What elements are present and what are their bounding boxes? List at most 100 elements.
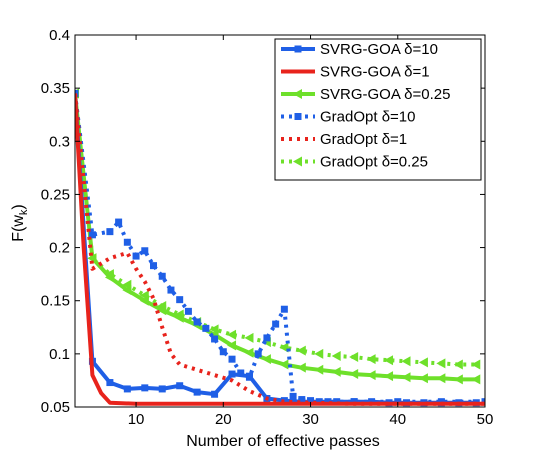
legend-item: GradOpt δ=10 [281, 109, 416, 126]
data-point [289, 392, 297, 400]
legend-label: SVRG-GOA δ=1 [320, 64, 430, 81]
legend-label: SVRG-GOA δ=10 [320, 41, 438, 58]
axis-layer: 10 20 30 40 50 0.05 0.1 0.15 0.2 0.25 0.3 0.35 0.4 [41, 27, 494, 428]
data-point [88, 231, 96, 239]
data-point [350, 398, 358, 406]
data-point [193, 388, 201, 396]
data-point [123, 238, 131, 246]
y-axis-label: F(wk) [10, 204, 30, 241]
legend-marker [294, 45, 302, 53]
data-point [237, 369, 245, 377]
data-point [401, 372, 411, 383]
data-point [184, 307, 192, 315]
data-point [176, 382, 184, 390]
x-tick-label: 10 [128, 411, 145, 428]
data-point [228, 370, 236, 378]
data-point [176, 296, 184, 304]
data-point [401, 356, 411, 367]
legend-item: SVRG-GOA δ=0.25 [281, 86, 451, 103]
data-point [219, 348, 227, 356]
legend-label: GradOpt δ=1 [320, 131, 407, 148]
data-point [314, 364, 324, 375]
data-point [244, 332, 254, 343]
data-point [87, 253, 97, 264]
data-point [471, 374, 481, 385]
data-point [349, 352, 359, 363]
legend-label: GradOpt δ=0.25 [320, 154, 428, 171]
x-tick-label: 20 [215, 411, 232, 428]
legend-item: SVRG-GOA δ=1 [281, 64, 430, 81]
data-point [366, 370, 376, 381]
data-point [314, 348, 324, 359]
data-point [150, 262, 158, 270]
data-point [202, 324, 210, 332]
data-point [174, 309, 184, 320]
data-point [209, 324, 219, 335]
data-point [261, 354, 271, 365]
legend-item: SVRG-GOA δ=10 [281, 41, 438, 58]
y-tick-label: 0.2 [49, 240, 70, 257]
y-tick-label: 0.1 [49, 346, 70, 363]
data-point [227, 340, 237, 351]
legend-marker [293, 156, 302, 167]
x-tick-label: 40 [389, 411, 406, 428]
data-point [279, 342, 289, 353]
data-point [366, 354, 376, 365]
data-point [263, 334, 271, 342]
data-point [279, 359, 289, 370]
data-point [106, 379, 114, 387]
data-point [384, 371, 394, 382]
data-point [106, 228, 114, 236]
data-point [296, 345, 306, 356]
data-point [436, 358, 446, 369]
data-point [244, 347, 254, 358]
data-point [333, 398, 341, 406]
data-point [368, 398, 376, 406]
y-tick-label: 0.4 [49, 27, 70, 44]
data-point [481, 398, 485, 406]
data-point [158, 272, 166, 280]
data-point [139, 290, 149, 301]
data-point [331, 350, 341, 361]
x-axis-label: Number of effective passes [186, 433, 380, 450]
data-point [254, 350, 262, 358]
data-point [167, 286, 175, 294]
y-tick-label: 0.25 [41, 186, 70, 203]
data-point [211, 335, 219, 343]
data-point [115, 218, 123, 226]
data-point [418, 373, 428, 384]
data-point [453, 374, 463, 385]
data-point [132, 252, 140, 260]
data-point [141, 247, 149, 255]
data-point [122, 279, 132, 290]
legend-marker [294, 113, 302, 120]
y-tick-label: 0.05 [41, 399, 70, 416]
data-point [157, 301, 167, 312]
y-tick-label: 0.3 [49, 133, 70, 150]
plot-frame [74, 34, 486, 408]
legend: SVRG-GOA δ=10 SVRG-GOA δ=1 SVRG-GOA δ=0.25… [274, 38, 482, 181]
data-point [280, 305, 288, 313]
data-point [272, 320, 280, 328]
data-point [193, 318, 201, 326]
data-point [296, 362, 306, 373]
legend-item: GradOpt δ=0.25 [281, 154, 428, 171]
data-point [245, 372, 253, 380]
legend-label: SVRG-GOA δ=0.25 [320, 86, 451, 103]
data-point [384, 355, 394, 366]
y-tick-label: 0.15 [41, 293, 70, 310]
legend-marker [293, 89, 302, 99]
data-point [227, 329, 237, 340]
data-point [471, 359, 481, 370]
x-tick-label: 30 [302, 411, 319, 428]
data-point [418, 357, 428, 368]
legend-item: GradOpt δ=1 [281, 131, 407, 148]
x-tick-label: 50 [477, 411, 494, 428]
data-point [141, 384, 149, 392]
legend-label: GradOpt δ=10 [320, 109, 416, 126]
data-point [123, 385, 131, 393]
data-point [436, 373, 446, 384]
data-point [211, 390, 219, 398]
data-point [315, 398, 323, 406]
